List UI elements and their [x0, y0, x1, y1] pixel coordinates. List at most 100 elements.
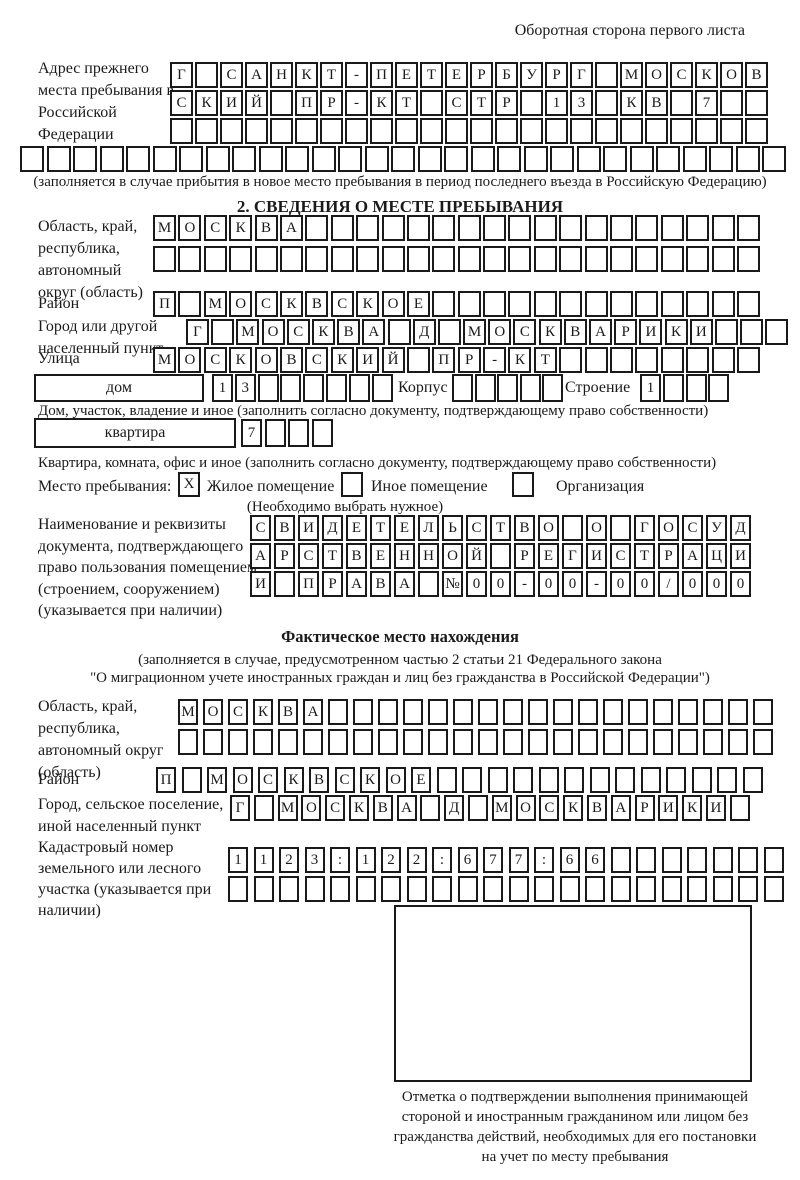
char-box[interactable]	[640, 767, 661, 793]
char-box[interactable]	[712, 847, 733, 873]
char-box[interactable]	[542, 374, 563, 402]
char-box[interactable]: В	[370, 571, 391, 597]
char-box[interactable]	[670, 90, 693, 116]
char-box[interactable]: 0	[634, 571, 655, 597]
char-box[interactable]: О	[261, 319, 285, 345]
char-box[interactable]: О	[232, 767, 253, 793]
char-box[interactable]	[519, 374, 541, 402]
char-box[interactable]	[403, 729, 423, 755]
char-box[interactable]: 0	[538, 571, 559, 597]
char-box[interactable]: Й	[245, 90, 268, 116]
char-box[interactable]: А	[610, 795, 631, 821]
char-box[interactable]: -	[514, 571, 535, 597]
char-box[interactable]	[253, 729, 273, 755]
char-box[interactable]: Р	[514, 543, 535, 569]
char-box[interactable]	[428, 729, 448, 755]
char-box[interactable]	[437, 319, 461, 345]
char-box[interactable]: У	[520, 62, 543, 88]
char-box[interactable]	[513, 767, 533, 793]
char-box[interactable]	[660, 347, 684, 373]
char-box[interactable]	[610, 215, 634, 241]
char-box[interactable]	[559, 291, 583, 317]
char-box[interactable]	[418, 571, 439, 597]
char-box[interactable]: О	[381, 291, 405, 317]
char-box[interactable]	[559, 215, 583, 241]
char-box[interactable]	[610, 876, 631, 902]
char-box[interactable]	[381, 246, 405, 272]
char-box[interactable]	[585, 876, 605, 902]
char-box[interactable]	[99, 146, 124, 172]
char-box[interactable]: Т	[490, 515, 511, 541]
char-box[interactable]	[728, 699, 748, 725]
char-box[interactable]	[736, 215, 760, 241]
char-box[interactable]	[717, 767, 737, 793]
char-box[interactable]	[355, 876, 376, 902]
char-box[interactable]	[205, 146, 230, 172]
char-box[interactable]	[497, 374, 518, 402]
char-box[interactable]: -	[483, 347, 507, 373]
char-box[interactable]: О	[586, 515, 607, 541]
char-box[interactable]: С	[330, 291, 354, 317]
char-box[interactable]: К	[682, 795, 703, 821]
char-box[interactable]	[610, 246, 634, 272]
char-box[interactable]	[711, 291, 735, 317]
char-box[interactable]	[279, 876, 299, 902]
char-box[interactable]: 3	[304, 847, 325, 873]
char-box[interactable]	[711, 215, 735, 241]
char-box[interactable]	[678, 699, 698, 725]
char-box[interactable]	[738, 847, 758, 873]
char-box[interactable]: 6	[585, 847, 605, 873]
char-box[interactable]	[765, 319, 789, 345]
char-box[interactable]	[378, 699, 398, 725]
char-box[interactable]	[753, 729, 773, 755]
char-box[interactable]	[520, 118, 543, 144]
char-box[interactable]	[353, 729, 373, 755]
char-box[interactable]: К	[356, 291, 380, 317]
char-box[interactable]	[686, 347, 710, 373]
char-box[interactable]: /	[658, 571, 679, 597]
char-box[interactable]: К	[348, 795, 369, 821]
char-box[interactable]	[745, 118, 768, 144]
char-box[interactable]: С	[258, 767, 278, 793]
char-box[interactable]	[126, 146, 150, 172]
char-box[interactable]	[457, 876, 478, 902]
char-box[interactable]: О	[720, 62, 743, 88]
char-box[interactable]	[420, 90, 443, 116]
char-box[interactable]: К	[695, 62, 718, 88]
char-box[interactable]: 7	[241, 419, 262, 447]
char-box[interactable]	[170, 118, 193, 144]
char-box[interactable]	[406, 347, 430, 373]
char-box[interactable]: М	[153, 215, 176, 241]
char-box[interactable]: К	[508, 347, 532, 373]
char-box[interactable]: О	[658, 515, 679, 541]
char-box[interactable]: 6	[457, 847, 478, 873]
char-box[interactable]	[740, 319, 764, 345]
char-box[interactable]	[662, 374, 684, 402]
char-box[interactable]	[444, 146, 468, 172]
char-box[interactable]	[729, 795, 750, 821]
char-box[interactable]: 3	[234, 374, 256, 402]
char-box[interactable]: С	[203, 215, 227, 241]
char-box[interactable]	[304, 876, 325, 902]
char-box[interactable]: Р	[470, 62, 493, 88]
char-box[interactable]	[686, 291, 710, 317]
char-box[interactable]	[661, 876, 682, 902]
char-box[interactable]: 1	[253, 847, 274, 873]
char-box[interactable]: К	[229, 215, 253, 241]
char-box[interactable]: М	[203, 291, 227, 317]
char-box[interactable]: В	[278, 699, 298, 725]
char-box[interactable]	[303, 729, 323, 755]
char-box[interactable]: О	[538, 515, 559, 541]
char-box[interactable]: 1	[355, 847, 376, 873]
char-box[interactable]: И	[586, 543, 607, 569]
char-box[interactable]: Н	[418, 543, 439, 569]
char-box[interactable]	[545, 118, 568, 144]
char-box[interactable]: Е	[538, 543, 559, 569]
char-box[interactable]	[245, 118, 268, 144]
char-box[interactable]	[432, 876, 452, 902]
char-box[interactable]	[714, 319, 738, 345]
char-box[interactable]: О	[442, 543, 463, 569]
char-box[interactable]	[432, 246, 456, 272]
char-box[interactable]	[178, 729, 198, 755]
char-box[interactable]: И	[730, 543, 751, 569]
